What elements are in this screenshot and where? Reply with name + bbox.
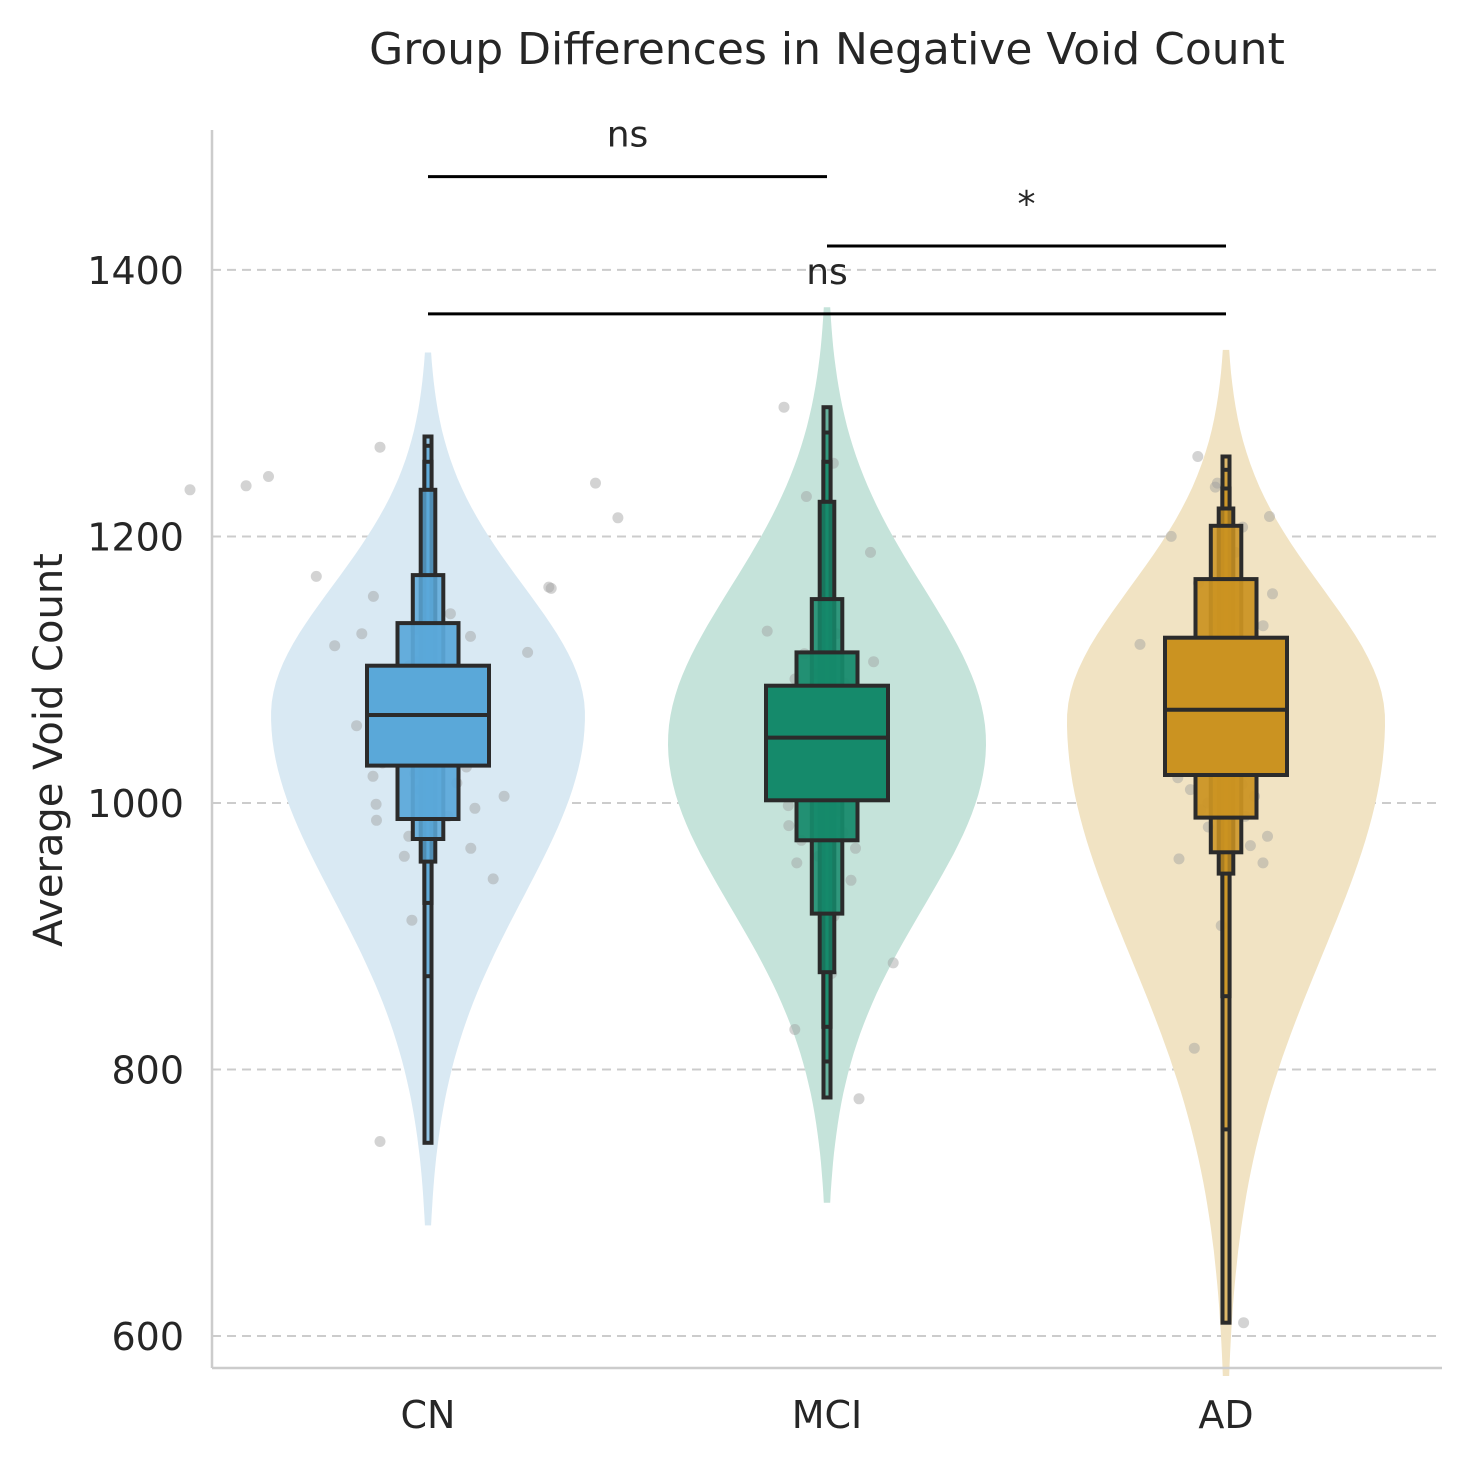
data-point-cn: [465, 842, 477, 854]
data-point-ad: [1209, 481, 1221, 493]
data-point-mci: [887, 957, 899, 969]
data-point-mci: [850, 842, 861, 854]
y-tick-labels: 600 800 1000 1200 1400: [87, 249, 184, 1359]
data-point-mci: [865, 546, 876, 558]
data-point-cn: [543, 581, 555, 593]
data-point-cn: [498, 790, 510, 802]
data-point-cn: [367, 770, 379, 782]
data-point-mci: [782, 800, 794, 812]
data-point-ad: [1267, 588, 1278, 600]
data-point-ad: [1173, 853, 1185, 865]
data-point-mci: [761, 625, 773, 637]
data-point-mci: [845, 874, 857, 886]
data-point-cn: [522, 646, 534, 658]
data-point-ad: [1165, 530, 1177, 542]
boxen-box-mci: [764, 683, 890, 803]
data-point-cn: [184, 484, 196, 496]
y-axis-label: Average Void Count: [26, 553, 72, 947]
data-point-ad: [1264, 511, 1275, 522]
data-point-cn: [356, 628, 368, 640]
y-tick-label-600: 600: [111, 1315, 184, 1359]
data-point-cn: [444, 608, 456, 620]
data-point-ad: [1188, 1042, 1200, 1054]
significance-label-mci-ad: *: [1018, 184, 1036, 225]
data-point-cn: [374, 1136, 386, 1147]
x-tick-label-cn: CN: [401, 1393, 456, 1437]
data-point-ad: [1238, 1317, 1250, 1329]
x-tick-label-ad: AD: [1198, 1393, 1253, 1437]
data-point-mci: [789, 1024, 801, 1035]
chart-title: Group Differences in Negative Void Count: [369, 24, 1285, 75]
data-point-cn: [406, 914, 418, 926]
data-point-cn: [310, 570, 322, 582]
data-point-mci: [868, 656, 880, 668]
data-point-cn: [263, 471, 274, 482]
significance-label-cn-mci: ns: [607, 115, 649, 156]
data-point-cn: [545, 582, 557, 594]
data-point-cn: [398, 850, 410, 862]
x-tick-labels: CN MCI AD: [401, 1393, 1254, 1437]
y-tick-label-1000: 1000: [87, 782, 184, 826]
data-point-mci: [791, 857, 803, 869]
data-point-mci: [778, 401, 790, 413]
data-point-cn: [374, 441, 386, 453]
data-point-cn: [487, 873, 499, 885]
data-point-mci: [783, 820, 795, 832]
y-tick-label-1200: 1200: [87, 515, 184, 559]
data-point-ad: [1184, 784, 1196, 796]
data-point-ad: [1192, 451, 1204, 462]
data-point-mci: [853, 1093, 865, 1105]
data-point-cn: [465, 630, 476, 642]
data-point-cn: [590, 477, 601, 489]
data-point-ad: [1262, 830, 1273, 842]
data-point-cn: [351, 720, 363, 732]
data-point-cn: [370, 798, 382, 810]
data-point-cn: [240, 480, 252, 492]
data-point-cn: [371, 814, 382, 826]
data-point-ad: [1211, 477, 1223, 489]
y-tick-label-1400: 1400: [87, 249, 184, 293]
data-point-ad: [1244, 840, 1256, 852]
data-point-cn: [469, 802, 481, 814]
data-point-cn: [367, 590, 379, 602]
significance-annotations: ns * ns: [428, 115, 1226, 316]
x-tick-label-mci: MCI: [792, 1393, 863, 1437]
data-point-ad: [1134, 638, 1146, 650]
y-tick-label-800: 800: [111, 1048, 184, 1092]
boxen-box-ad: [1163, 635, 1289, 778]
axes: [210, 130, 1442, 1370]
data-point-ad: [1257, 620, 1269, 632]
data-point-cn: [612, 512, 624, 524]
data-point-cn: [329, 640, 341, 652]
data-point-mci: [800, 491, 812, 502]
significance-label-cn-ad: ns: [806, 252, 848, 293]
boxen-plots: [365, 405, 1289, 1325]
data-point-ad: [1257, 857, 1269, 869]
